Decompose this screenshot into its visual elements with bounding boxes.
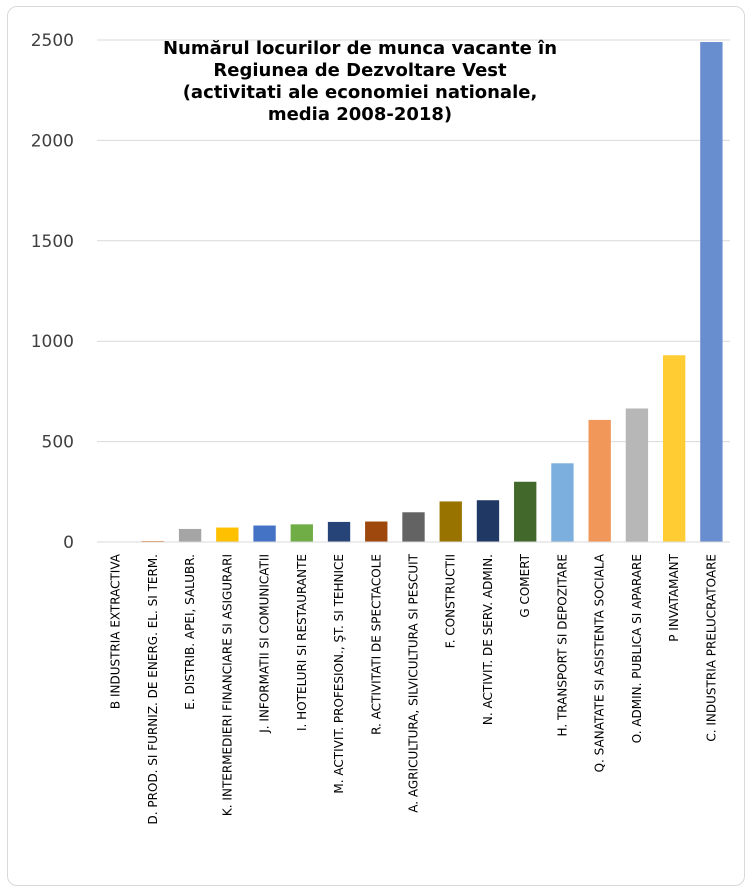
x-tick-label: F. CONSTRUCTII [444,554,458,648]
x-tick-label: N. ACTIVIT. DE SERV. ADMIN. [481,554,495,725]
x-tick-label: R. ACTIVITATI DE SPECTACOLE [369,554,383,735]
x-tick-label: K. INTERMEDIERI FINANCIARE SI ASIGURARI [220,554,234,816]
y-tick-label: 500 [42,433,74,453]
bar [216,527,239,542]
x-tick-label: E. DISTRIB. APEI, SALUBR. [183,554,197,710]
x-tick-label: H. TRANSPORT SI DEPOZITARE [555,554,569,736]
bar [365,521,388,542]
bar [253,525,276,542]
x-tick-label: C. INDUSTRIA PRELUCRATOARE [704,554,718,742]
y-tick-label: 1000 [31,332,74,352]
bars [104,42,723,543]
bar [178,528,202,542]
x-tick-label: M. ACTIVIT. PROFESION., ŞT. SI TEHNICE [332,554,346,794]
x-tick-label: B INDUSTRIA EXTRACTIVA [109,553,123,709]
x-tick-label: O. ADMIN. PUBLICA SI APARARE [630,554,644,743]
y-tick-label: 0 [63,533,74,553]
bar [439,501,462,542]
y-tick-label: 2500 [31,31,74,51]
bar [402,512,425,542]
bar [514,481,537,542]
bar [290,524,313,542]
y-tick-label: 2000 [31,131,74,151]
x-tick-label: Q. SANATATE SI ASISTENTA SOCIALA [593,553,607,772]
y-axis-ticks: 0 500 1000 1500 2000 2500 [31,31,74,553]
x-tick-label: J. INFORMATII SI COMUNICATII [258,554,272,734]
bar [141,540,165,542]
bar [476,500,500,542]
bar [625,408,649,542]
x-axis-ticks: B INDUSTRIA EXTRACTIVA D. PROD. SI FURNIZ… [109,553,719,824]
x-tick-label: P INVATAMANT [667,553,681,641]
bar [700,42,723,543]
x-tick-label: I. HOTELURI SI RESTAURANTE [295,554,309,731]
gridlines [97,39,730,443]
bar [588,419,611,542]
chart-frame [7,6,745,886]
y-tick-label: 1500 [31,232,74,252]
bar [551,463,574,542]
x-tick-label: G COMERT [518,553,532,617]
bar [327,521,351,542]
x-tick-label: A. AGRICULTURA, SILVICULTURA SI PESCUIT [407,553,421,812]
x-tick-label: D. PROD. SI FURNIZ. DE ENERG. EL. SI TER… [146,554,160,824]
bar [662,355,686,542]
